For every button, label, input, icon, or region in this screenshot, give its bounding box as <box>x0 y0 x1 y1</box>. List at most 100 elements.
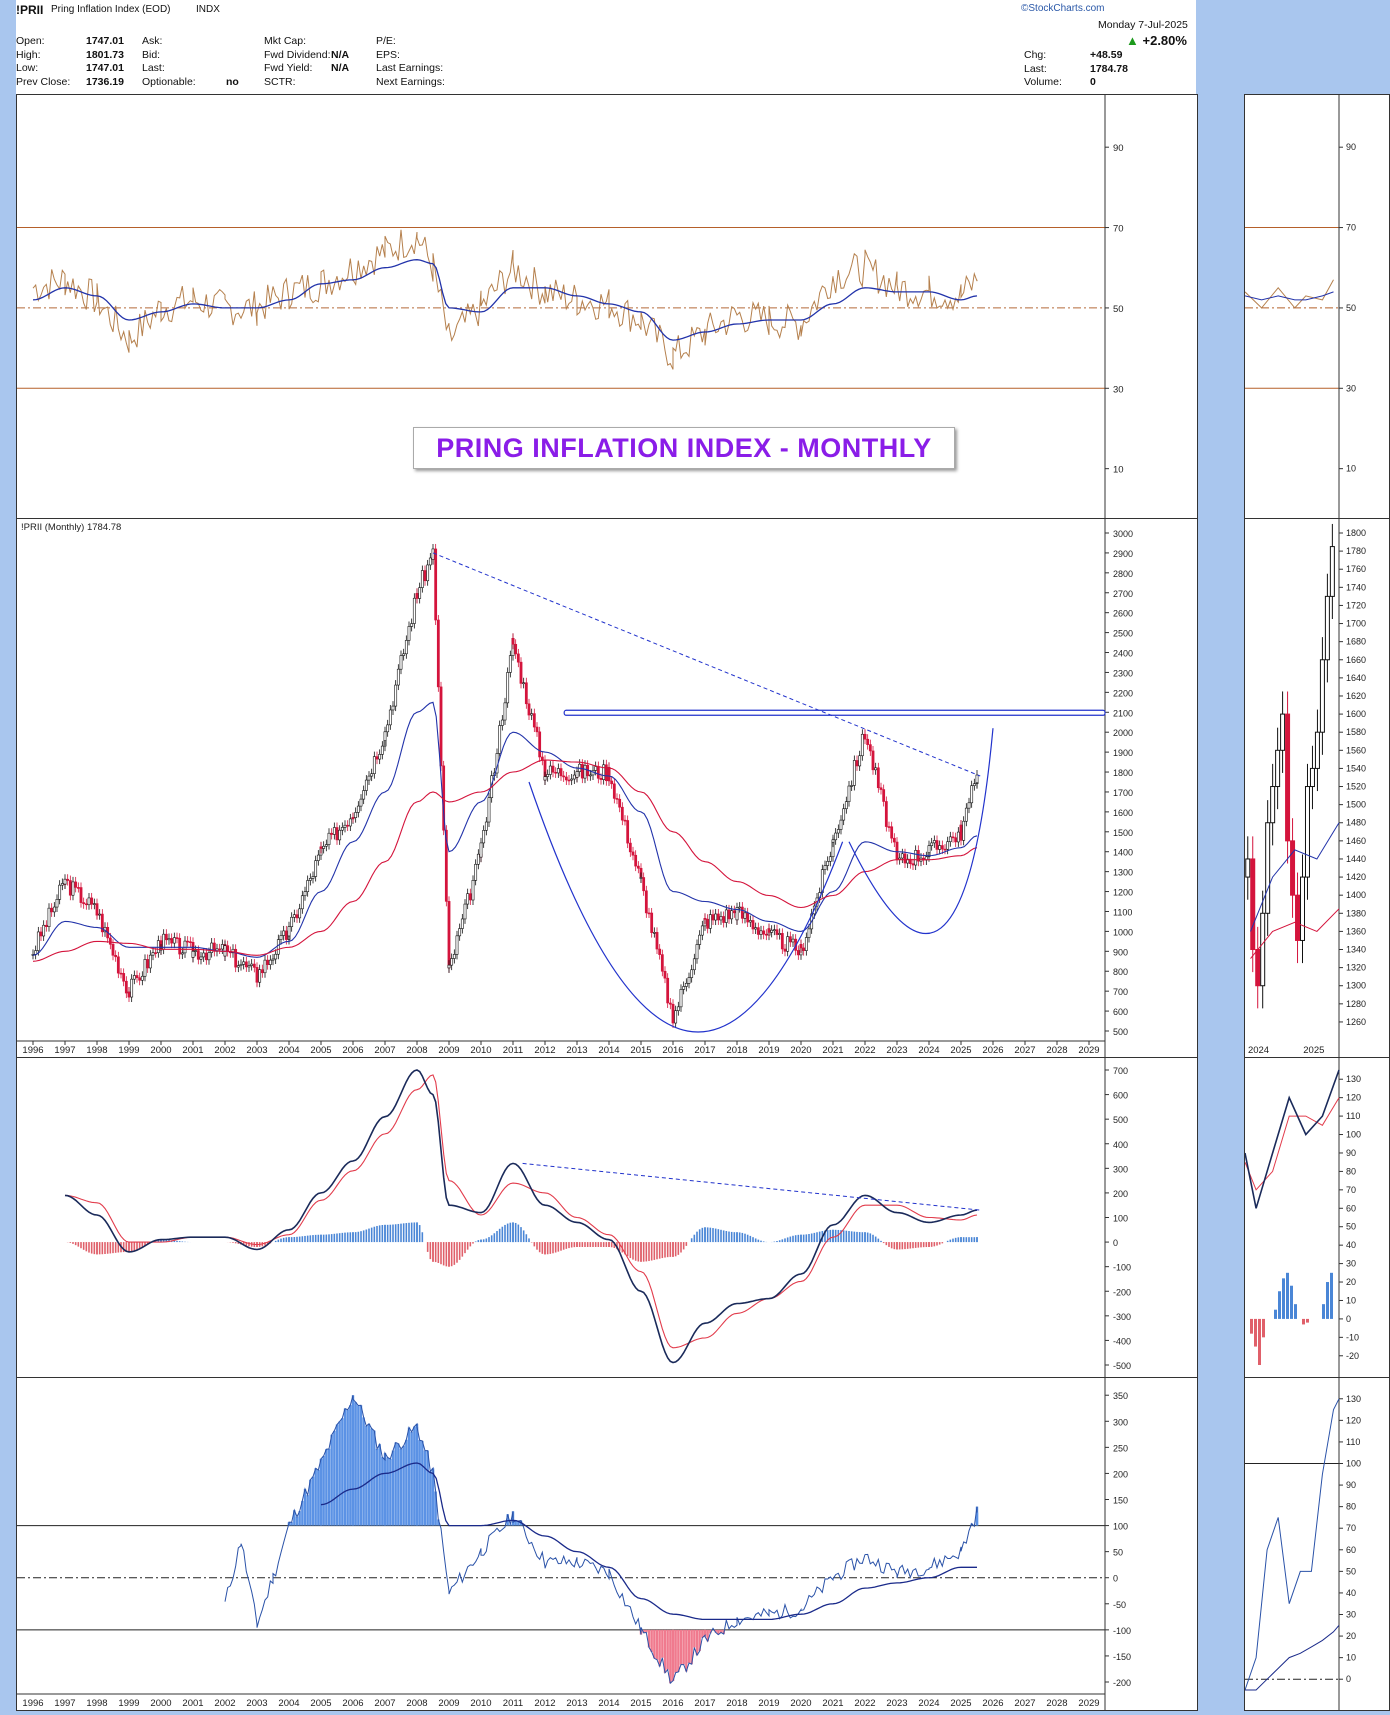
candle-body <box>799 944 803 949</box>
candle-body <box>775 929 779 935</box>
candle-body <box>452 954 456 959</box>
candle-body <box>415 593 419 599</box>
rsi-panel-zoom: 90 70 50 30 10 <box>1244 94 1390 1715</box>
candle-body <box>959 824 963 841</box>
price-chart-zoom: 1800 1780 1760 1740 1720 1700 1680 1660 1640 1620… <box>1245 519 1366 1715</box>
candle-body <box>151 952 155 956</box>
axis-tick-label: 70 <box>1113 224 1124 235</box>
candle-body <box>932 840 936 844</box>
x-tick-label: 2011 <box>503 1045 523 1056</box>
x-tick-label: 2027 <box>1014 1045 1035 1056</box>
candle-body <box>1260 912 1266 987</box>
candle-body <box>247 965 251 968</box>
candle-body <box>143 959 147 977</box>
candle-body <box>330 832 334 835</box>
candle-body <box>658 948 662 955</box>
candle-body <box>484 821 488 831</box>
moving-average-long <box>1250 908 1340 959</box>
axis-tick-label: 10 <box>1346 464 1356 474</box>
x-tick-label: 2001 <box>182 1045 203 1056</box>
candle-body <box>175 937 179 939</box>
candle-body <box>780 933 784 950</box>
candle-body <box>380 745 384 755</box>
axis-tick-label: 2900 <box>1113 549 1133 559</box>
moving-average-long <box>32 759 978 962</box>
candle-body <box>943 848 947 851</box>
candle-body <box>196 950 200 960</box>
x-tick-label: 2024 <box>1248 1045 1269 1056</box>
instrument-name: Pring Inflation Index (EOD) <box>51 4 171 15</box>
candle-body <box>1300 876 1306 941</box>
axis-tick-label: 100 <box>1113 1522 1128 1532</box>
candle-body <box>396 668 400 686</box>
candle-body <box>146 959 150 969</box>
axis-tick-label: 1700 <box>1113 788 1133 798</box>
candle-body <box>551 765 555 773</box>
axis-tick-label: 20 <box>1346 1631 1356 1641</box>
candle-body <box>79 887 83 903</box>
field-label: P/E: <box>376 35 396 47</box>
axis-tick-label: 1420 <box>1346 872 1366 882</box>
candle-body <box>1309 767 1315 788</box>
axis-tick-label: 30 <box>1346 383 1356 393</box>
candle-body <box>567 779 571 782</box>
candle-body <box>418 587 422 599</box>
roc-line <box>224 1395 978 1685</box>
candle-body <box>1295 894 1301 941</box>
candle-body <box>623 819 627 822</box>
candle-body <box>372 756 376 774</box>
axis-tick-label: 1100 <box>1113 907 1132 917</box>
axis-tick-label: 1300 <box>1346 981 1366 991</box>
candle-body <box>535 726 539 733</box>
x-tick-label: 1997 <box>54 1045 75 1056</box>
candle-body <box>543 776 547 781</box>
candle-body <box>426 564 430 582</box>
candle-body <box>666 977 670 1004</box>
histogram-bar <box>1286 1272 1289 1319</box>
rsi-chart-zoom: 90 70 50 30 10 <box>1244 95 1356 1715</box>
symbol: !PRII <box>16 3 44 17</box>
candle-body <box>220 944 224 950</box>
field-label: Optionable: <box>142 75 196 88</box>
candle-body <box>172 937 176 944</box>
candle-body <box>82 902 86 905</box>
candle-body <box>1314 731 1320 769</box>
x-tick-label: 2021 <box>822 1045 843 1056</box>
candle-body <box>407 626 411 641</box>
candle-body <box>879 787 883 790</box>
candle-body <box>1285 713 1291 842</box>
candle-body <box>156 940 160 954</box>
axis-tick-label: -10 <box>1346 1332 1359 1342</box>
axis-tick-label: 0 <box>1113 1238 1118 1248</box>
x-tick-label: 2009 <box>438 1698 459 1709</box>
x-tick-label: 2018 <box>726 1045 747 1056</box>
candle-body <box>282 930 286 936</box>
macd-chart: 7006005004003002001000-100-200-300-400-5… <box>64 1058 1131 1715</box>
axis-tick-label: 1500 <box>1346 800 1366 810</box>
candle-body <box>124 980 128 994</box>
field-label: Ask: <box>142 35 163 47</box>
candle-body <box>503 702 507 721</box>
candle-body <box>868 744 872 752</box>
candle-body <box>519 661 523 684</box>
candle-body <box>332 827 336 835</box>
candle-body <box>218 948 222 951</box>
candle-body <box>66 878 70 881</box>
candle-body <box>892 837 896 843</box>
candle-body <box>914 850 918 866</box>
histogram-bar <box>1302 1318 1305 1325</box>
candle-body <box>972 783 976 786</box>
x-tick-label: 2015 <box>630 1698 651 1709</box>
candle-body <box>679 989 683 1008</box>
candle-body <box>319 846 323 849</box>
price-chart-title: !PRII (Monthly) 1784.78 <box>21 522 121 533</box>
candle-body <box>807 928 811 938</box>
candle-body <box>322 845 326 849</box>
candle-body <box>956 831 960 843</box>
field-value: 1736.19 <box>86 75 124 88</box>
x-tick-label: 2021 <box>822 1698 843 1709</box>
axis-tick-label: 90 <box>1346 1148 1356 1158</box>
histogram-bar <box>1282 1278 1285 1319</box>
candle-body <box>1250 858 1256 951</box>
